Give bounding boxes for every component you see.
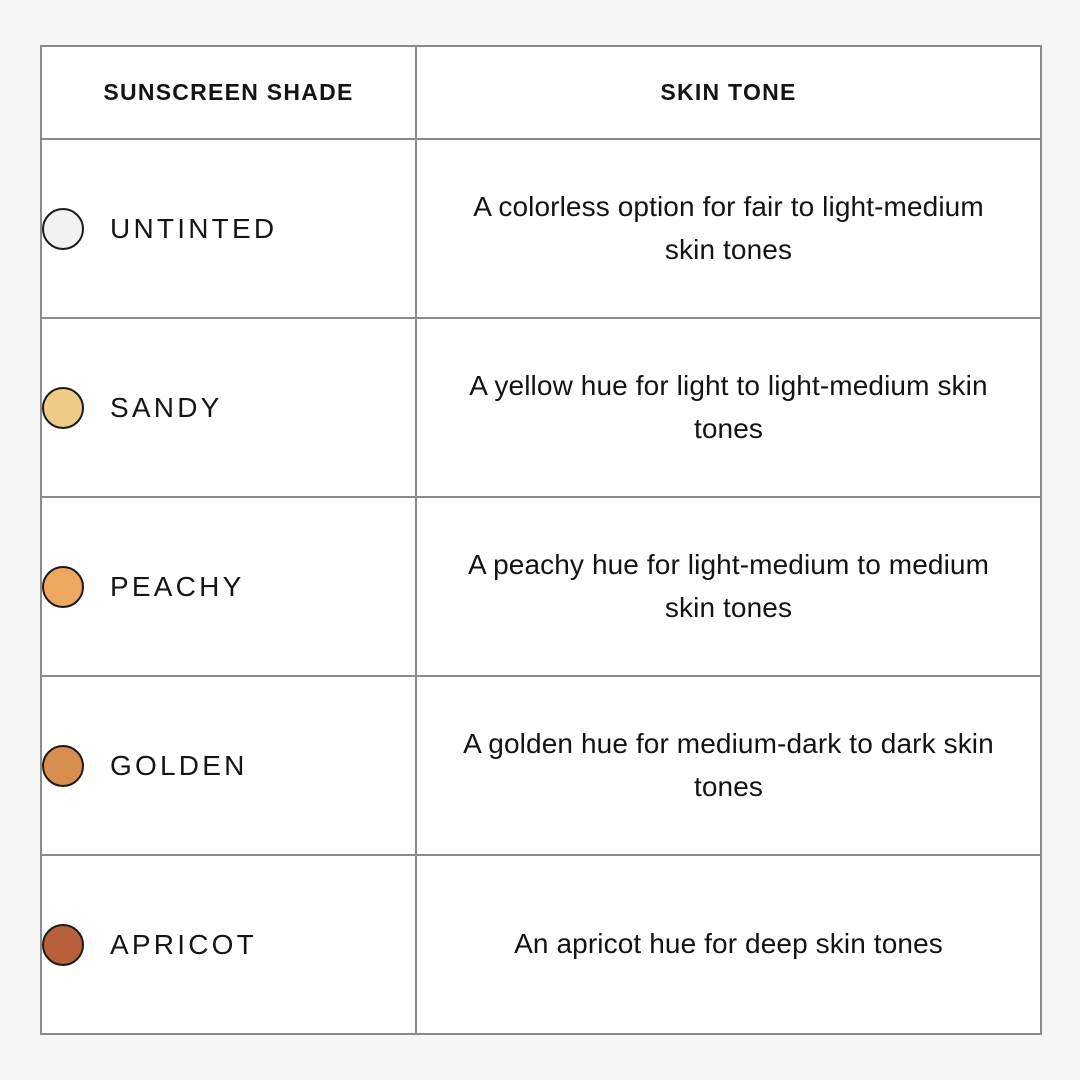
column-header-skin-tone: SKIN TONE	[415, 45, 1042, 140]
swatch-golden-icon	[42, 744, 84, 787]
shade-cell-apricot: APRICOT	[40, 854, 417, 1035]
column-header-sunscreen-shade-label: SUNSCREEN SHADE	[103, 78, 354, 105]
swatch-sandy-icon	[42, 386, 84, 429]
column-header-skin-tone-label: SKIN TONE	[660, 78, 797, 105]
tone-description-peachy: A peachy hue for light-medium to medium …	[467, 548, 990, 623]
tone-cell-golden: A golden hue for medium-dark to dark ski…	[415, 675, 1042, 856]
shade-label-peachy: PEACHY	[110, 570, 245, 602]
shade-inner-peachy: PEACHY	[42, 565, 415, 608]
shade-inner-sandy: SANDY	[42, 386, 415, 429]
shade-inner-apricot: APRICOT	[42, 923, 415, 966]
shade-label-golden: GOLDEN	[110, 749, 248, 781]
tone-description-untinted: A colorless option for fair to light-med…	[473, 190, 984, 265]
shade-inner-golden: GOLDEN	[42, 744, 415, 787]
tone-description-golden: A golden hue for medium-dark to dark ski…	[463, 727, 994, 802]
tone-description-sandy: A yellow hue for light to light-medium s…	[469, 369, 988, 444]
column-header-sunscreen-shade: SUNSCREEN SHADE	[40, 45, 417, 140]
table-row: GOLDEN A golden hue for medium-dark to d…	[40, 675, 1042, 856]
tone-cell-sandy: A yellow hue for light to light-medium s…	[415, 317, 1042, 498]
shade-cell-sandy: SANDY	[40, 317, 417, 498]
swatch-apricot-icon	[42, 923, 84, 966]
swatch-untinted-icon	[42, 207, 84, 250]
table-header-row: SUNSCREEN SHADE SKIN TONE	[40, 45, 1042, 140]
swatch-peachy-icon	[42, 565, 84, 608]
table-header: SUNSCREEN SHADE SKIN TONE	[40, 45, 1042, 140]
table-row: UNTINTED A colorless option for fair to …	[40, 138, 1042, 319]
table-row: SANDY A yellow hue for light to light-me…	[40, 317, 1042, 498]
tone-description-apricot: An apricot hue for deep skin tones	[514, 928, 943, 960]
table-row: PEACHY A peachy hue for light-medium to …	[40, 496, 1042, 677]
tone-cell-untinted: A colorless option for fair to light-med…	[415, 138, 1042, 319]
tone-cell-apricot: An apricot hue for deep skin tones	[415, 854, 1042, 1035]
sunscreen-shade-table: SUNSCREEN SHADE SKIN TONE UNTINTED A col…	[40, 45, 1042, 1035]
shade-label-sandy: SANDY	[110, 391, 223, 423]
shade-label-untinted: UNTINTED	[110, 212, 278, 244]
shade-cell-peachy: PEACHY	[40, 496, 417, 677]
tone-cell-peachy: A peachy hue for light-medium to medium …	[415, 496, 1042, 677]
shade-cell-untinted: UNTINTED	[40, 138, 417, 319]
table-row: APRICOT An apricot hue for deep skin ton…	[40, 854, 1042, 1035]
shade-inner-untinted: UNTINTED	[42, 207, 415, 250]
shade-label-apricot: APRICOT	[110, 928, 257, 960]
shade-cell-golden: GOLDEN	[40, 675, 417, 856]
table-body: UNTINTED A colorless option for fair to …	[40, 138, 1042, 1035]
